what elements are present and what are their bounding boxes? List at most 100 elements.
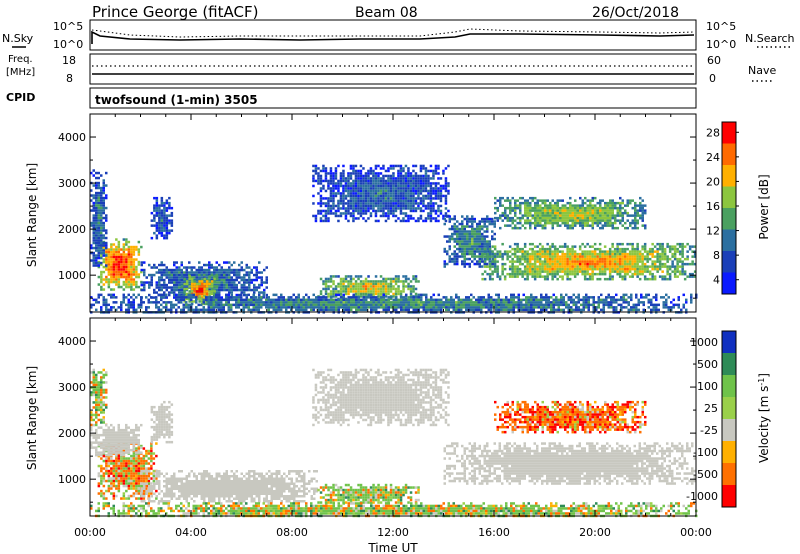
power-cell [237, 306, 240, 309]
power-cell [626, 199, 629, 202]
power-cell [203, 281, 206, 284]
power-cell [563, 260, 567, 263]
power-cell [404, 187, 408, 190]
power-cell [415, 296, 418, 299]
power-cell [173, 263, 176, 267]
power-cell [389, 297, 393, 301]
power-cell [444, 207, 448, 210]
power-cell [367, 275, 370, 278]
power-cell [165, 301, 168, 304]
power-cell [481, 257, 484, 261]
power-cell [641, 209, 644, 212]
power-cell [480, 308, 483, 312]
power-cell [523, 270, 527, 273]
power-cell [485, 306, 488, 309]
power-cell [553, 272, 557, 276]
power-cell [402, 174, 405, 178]
power-cell [173, 291, 176, 294]
power-cell [180, 268, 183, 272]
power-cell [105, 298, 108, 302]
power-cell [317, 179, 320, 183]
power-cell [636, 270, 639, 273]
power-cell [544, 209, 547, 212]
power-cell [115, 296, 118, 299]
power-cell [417, 204, 420, 208]
power-cell [163, 283, 166, 287]
power-cell [175, 281, 178, 284]
power-cell [678, 250, 682, 253]
power-cell [443, 260, 446, 263]
power-cell [170, 291, 173, 294]
power-cell [457, 308, 460, 312]
power-cell [496, 219, 499, 222]
power-cell [661, 252, 664, 256]
power-cell [603, 277, 607, 281]
power-cell [407, 172, 410, 175]
power-cell [125, 240, 128, 244]
power-cell [312, 177, 315, 180]
power-cell [357, 207, 360, 210]
power-cell [367, 169, 370, 173]
power-cell [494, 201, 497, 205]
power-cell [325, 306, 328, 309]
power-cell [639, 201, 642, 205]
power-cell [641, 211, 644, 215]
power-cell [526, 206, 529, 210]
power-cell [643, 277, 647, 281]
power-cell [444, 219, 448, 223]
power-cell [135, 258, 138, 261]
power-cell [329, 179, 333, 183]
power-cell [641, 255, 644, 258]
power-cell [596, 260, 599, 263]
power-cell [115, 270, 118, 274]
power-cell [374, 287, 378, 291]
power-cell [641, 262, 644, 266]
power-cell [165, 236, 169, 240]
power-cell [339, 292, 343, 296]
power-cell [468, 230, 471, 233]
power-cell [548, 272, 552, 276]
power-cell [483, 242, 486, 246]
power-cell [633, 262, 637, 266]
power-cell [437, 167, 440, 170]
power-cell [127, 298, 130, 302]
power-cell [220, 268, 223, 272]
power-cell [122, 250, 126, 254]
power-cell [342, 204, 345, 208]
power-cell [352, 293, 355, 297]
power-cell [332, 197, 335, 200]
power-cell [342, 280, 345, 283]
power-cell [653, 255, 657, 258]
power-cell [317, 303, 320, 307]
power-cell [534, 214, 537, 217]
power-cell [337, 209, 340, 213]
power-cell [250, 271, 253, 274]
power-cell [402, 204, 405, 208]
power-cell [245, 286, 248, 289]
power-cell [369, 182, 373, 185]
power-cell [324, 217, 328, 220]
power-cell [399, 177, 403, 180]
power-cell [302, 296, 305, 299]
power-cell [422, 194, 425, 198]
power-cell [432, 177, 435, 180]
power-cell [427, 204, 430, 208]
power-cell [355, 298, 358, 302]
power-cell [370, 301, 373, 304]
power-cell [380, 303, 383, 307]
power-cell [155, 214, 159, 217]
power-cell [583, 257, 587, 261]
power-cell [394, 287, 398, 291]
power-cell [359, 172, 363, 175]
power-cell [95, 246, 98, 250]
power-cell [369, 194, 373, 198]
power-cell [644, 211, 647, 215]
power-cell [97, 226, 100, 230]
power-cell [369, 207, 373, 210]
power-cell [112, 273, 116, 276]
power-cell [399, 179, 403, 183]
power-cell [342, 189, 345, 193]
power-cell [639, 209, 642, 212]
power-cell [536, 260, 539, 263]
power-cell [344, 187, 348, 190]
